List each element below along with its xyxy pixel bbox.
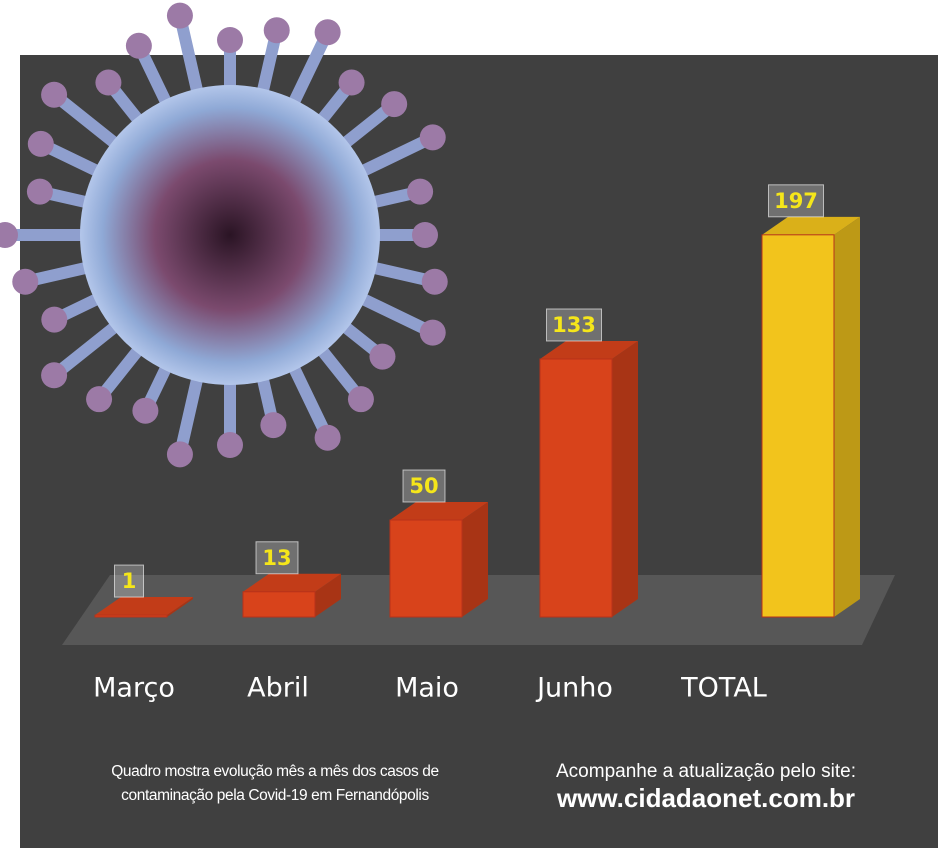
virus-bulb <box>419 319 446 346</box>
caption-line: contaminação pela Covid-19 em Fernandópo… <box>121 787 429 804</box>
x-tick-label: TOTAL <box>680 673 767 704</box>
value-label-box <box>768 184 824 218</box>
bar-top <box>762 216 860 235</box>
virus-bulb <box>41 81 68 108</box>
bars: 1 Março 13 Abril 50 Maio 133 Junho 197 TOTAL <box>93 184 860 704</box>
virus-bulb <box>166 2 193 29</box>
virus-bulb <box>95 69 122 96</box>
bar-side <box>315 573 341 617</box>
bar <box>242 591 316 618</box>
bar <box>539 358 613 618</box>
virus-bulb <box>407 178 434 205</box>
virus-bulb <box>421 268 448 295</box>
virus-bulb <box>26 178 53 205</box>
virus-bulb <box>27 130 54 157</box>
virus-bulb <box>314 19 341 46</box>
virus-bulb <box>217 27 243 53</box>
value-label-box <box>402 469 446 503</box>
value-label: 133 <box>552 313 596 337</box>
virus-bulb <box>86 386 113 413</box>
virus-body <box>80 85 380 385</box>
virus-bulb <box>338 69 365 96</box>
bar <box>761 234 835 618</box>
virus-bulb <box>12 268 39 295</box>
virus-bulb <box>263 17 290 44</box>
virus-bulb <box>412 222 438 248</box>
value-label: 13 <box>262 546 291 570</box>
virus-bulb <box>0 222 18 248</box>
value-label-box <box>114 564 144 598</box>
bar-side <box>462 502 488 617</box>
virus-bulb <box>217 432 243 458</box>
value-label: 197 <box>774 189 818 213</box>
bar-top <box>390 502 488 520</box>
x-tick-label: Maio <box>395 673 459 704</box>
virus-bulb <box>125 32 152 59</box>
bar-top <box>243 573 341 592</box>
virus-bulb <box>419 124 446 151</box>
virus-bulb <box>260 412 287 439</box>
virus-illustration <box>0 2 448 468</box>
bar <box>94 614 168 618</box>
virus-bulb <box>41 362 68 389</box>
virus-bulb <box>381 91 408 118</box>
bar-top <box>95 597 193 616</box>
virus-bulb <box>314 424 341 451</box>
caption-line: Quadro mostra evolução mês a mês dos cas… <box>111 763 438 780</box>
bar-top <box>540 340 638 359</box>
bar-side <box>167 597 193 617</box>
value-label: 50 <box>409 474 438 498</box>
site-prompt: Acompanhe a atualização pelo site: <box>556 761 856 782</box>
virus-bulb <box>369 343 396 370</box>
virus-bulb <box>132 397 159 424</box>
value-label: 1 <box>122 569 137 593</box>
bar <box>389 519 463 618</box>
value-label-box <box>255 541 299 575</box>
bar-side <box>612 340 638 617</box>
site-url: www.cidadaonet.com.br <box>556 783 855 813</box>
virus-bulb <box>166 441 193 468</box>
virus-bulb <box>41 306 68 333</box>
virus-bulb <box>347 386 374 413</box>
x-tick-label: Junho <box>535 673 613 704</box>
value-label-box <box>546 308 602 342</box>
x-tick-label: Abril <box>247 673 309 704</box>
x-tick-label: Março <box>93 673 175 704</box>
bar-side <box>834 216 860 617</box>
